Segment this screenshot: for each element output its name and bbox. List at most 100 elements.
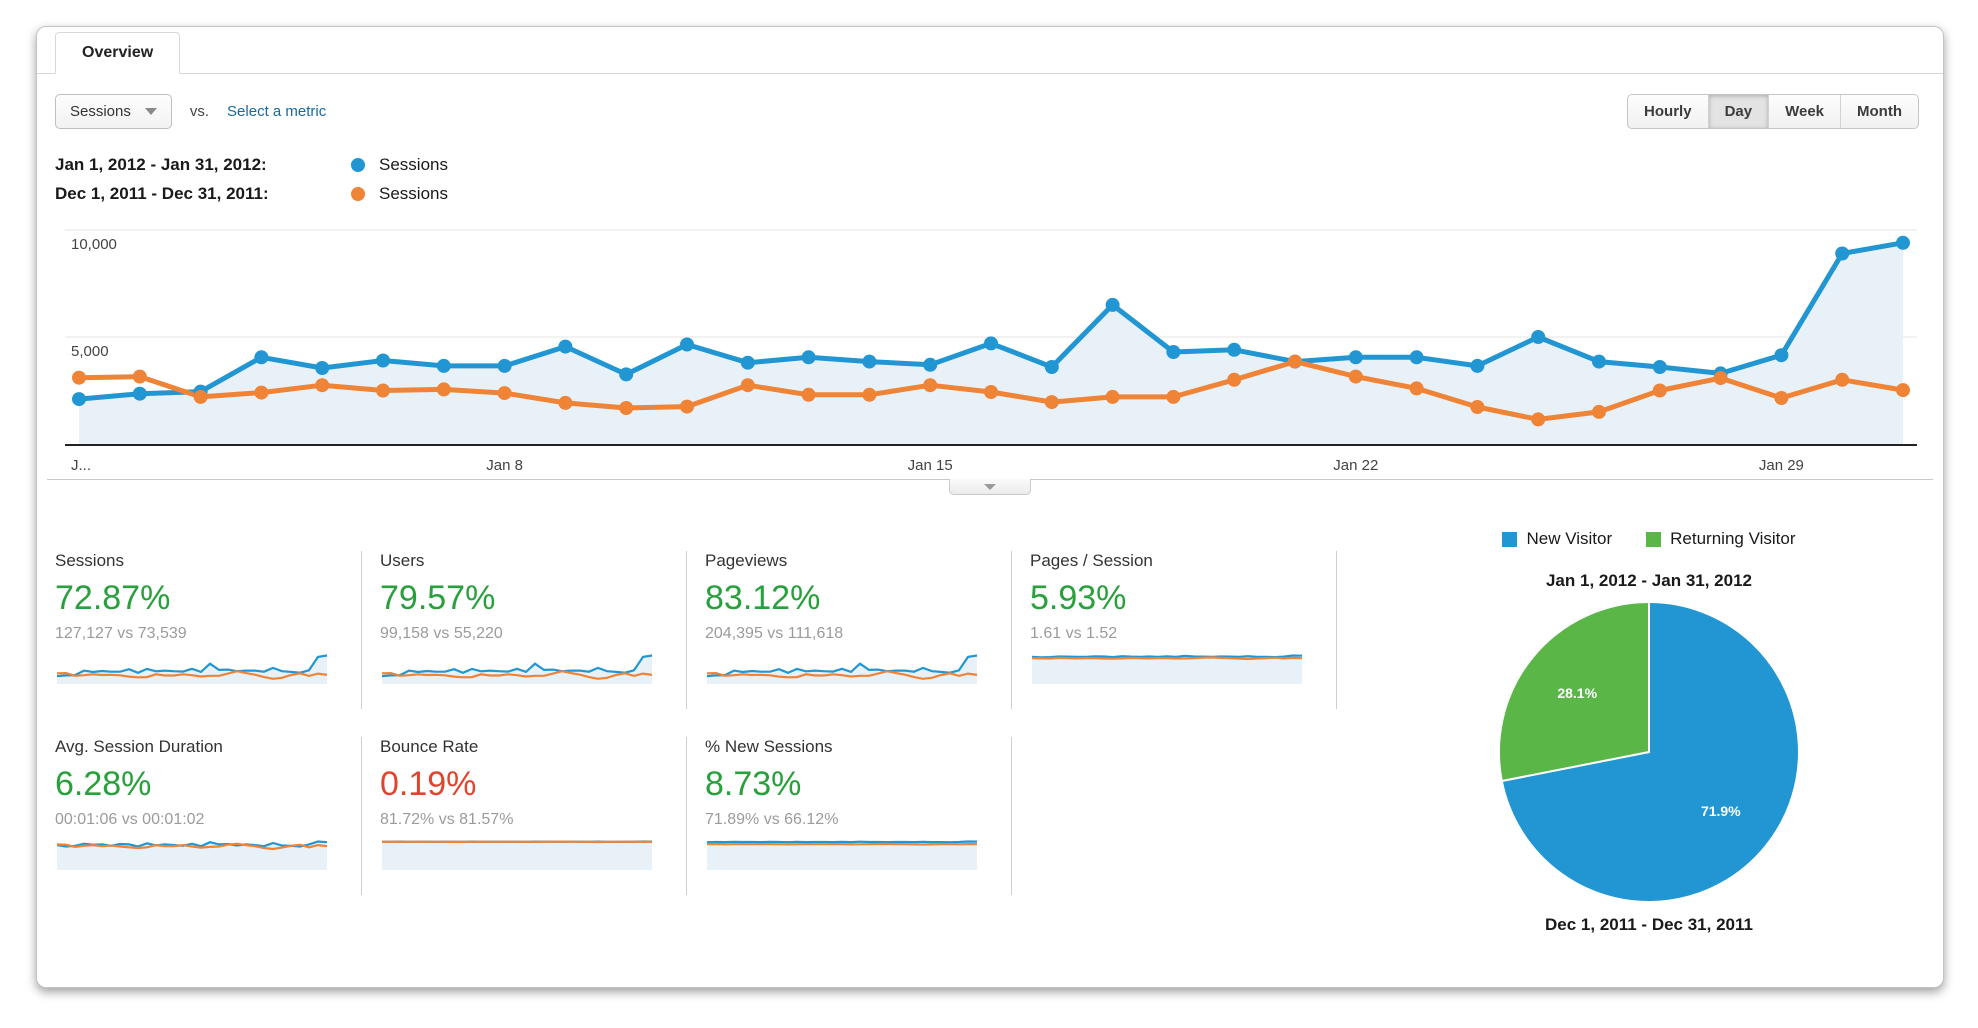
spark-line-current	[706, 840, 978, 844]
data-point[interactable]	[1592, 404, 1606, 419]
timeline-slider-handle[interactable]	[949, 479, 1031, 495]
data-point[interactable]	[1592, 354, 1606, 369]
metric-selector-dropdown[interactable]: Sessions	[55, 94, 172, 129]
data-point[interactable]	[193, 389, 208, 404]
metric-card-bounce-rate[interactable]: Bounce Rate 0.19% 81.72% vs 81.57%	[380, 737, 687, 895]
visitor-type-pie-chart[interactable]: 71.9% 28.1%	[1494, 597, 1804, 907]
spark-line-current	[56, 654, 328, 678]
data-point[interactable]	[680, 399, 694, 414]
data-point[interactable]	[315, 361, 330, 375]
data-point[interactable]	[254, 350, 269, 365]
metric-title: Sessions	[55, 551, 124, 570]
sessions-timeline-chart: 5,000 10,000 J... Jan 8 Jan 15 Jan 22 Jan 29	[37, 214, 1943, 497]
data-point[interactable]	[1470, 400, 1485, 414]
data-point[interactable]	[72, 370, 86, 385]
metric-card-users[interactable]: Users 79.57% 99,158 vs 55,220	[380, 551, 687, 709]
metric-comparison-values: 71.89% vs 66.12%	[705, 811, 839, 828]
spark-line-current	[381, 654, 653, 678]
pie-legend-returning-visitor: Returning Visitor	[1646, 529, 1796, 549]
granularity-week-button[interactable]: Week	[1768, 95, 1840, 128]
sessions-comparison-line-chart[interactable]	[65, 214, 1917, 452]
data-point[interactable]	[862, 354, 877, 369]
data-point[interactable]	[923, 357, 938, 372]
data-point[interactable]	[1348, 350, 1363, 365]
data-point[interactable]	[1470, 358, 1485, 373]
data-point[interactable]	[1835, 372, 1850, 387]
data-point[interactable]	[1896, 235, 1910, 250]
granularity-day-button[interactable]: Day	[1707, 95, 1769, 128]
data-point[interactable]	[1774, 348, 1789, 363]
data-point[interactable]	[1409, 350, 1424, 365]
x-axis-tick-label: Jan 8	[486, 457, 523, 474]
summary-section: Sessions 72.87% 127,127 vs 73,539 Users …	[37, 527, 1943, 935]
data-point[interactable]	[801, 350, 816, 365]
visitor-type-panel: New Visitor Returning Visitor Jan 1, 201…	[1355, 527, 1943, 935]
series-dot-icon	[351, 187, 365, 201]
spark-line-current	[706, 654, 978, 678]
data-point[interactable]	[497, 386, 512, 401]
data-point[interactable]	[132, 386, 147, 401]
data-point[interactable]	[1652, 383, 1667, 398]
metric-card-pages-per-session[interactable]: Pages / Session 5.93% 1.61 vs 1.52	[1030, 551, 1337, 709]
pie-slice-returning-visitor[interactable]	[1497, 600, 1650, 783]
pie-legend-new-visitor: New Visitor	[1502, 529, 1612, 549]
data-point[interactable]	[1531, 412, 1546, 427]
data-point[interactable]	[740, 355, 755, 370]
data-point[interactable]	[558, 395, 573, 410]
granularity-month-button[interactable]: Month	[1840, 95, 1918, 128]
data-point[interactable]	[862, 387, 877, 402]
spark-line-previous	[56, 842, 328, 851]
data-point[interactable]	[984, 385, 998, 399]
data-point[interactable]	[740, 378, 755, 393]
overview-report-card: Overview Sessions vs. Select a metric Ho…	[36, 26, 1944, 988]
data-point[interactable]	[72, 392, 86, 407]
data-point[interactable]	[1044, 395, 1059, 410]
data-point[interactable]	[254, 385, 269, 400]
data-point[interactable]	[1166, 389, 1181, 404]
data-point[interactable]	[1105, 297, 1120, 312]
data-point[interactable]	[1105, 389, 1120, 404]
data-point[interactable]	[497, 358, 512, 373]
data-point[interactable]	[315, 378, 330, 393]
legend-date-range: Jan 1, 2012 - Jan 31, 2012:	[55, 155, 267, 174]
metric-cards: Sessions 72.87% 127,127 vs 73,539 Users …	[37, 527, 1355, 935]
data-point[interactable]	[1409, 381, 1424, 396]
data-point[interactable]	[1713, 371, 1728, 386]
data-point[interactable]	[1348, 369, 1363, 384]
data-point[interactable]	[436, 358, 451, 373]
data-point[interactable]	[1652, 360, 1667, 374]
metric-card-avg-session-duration[interactable]: Avg. Session Duration 6.28% 00:01:06 vs …	[55, 737, 362, 895]
granularity-hourly-button[interactable]: Hourly	[1644, 103, 1692, 120]
data-point[interactable]	[1774, 391, 1789, 405]
data-point[interactable]	[1166, 345, 1181, 359]
metric-card-percent-new-sessions[interactable]: % New Sessions 8.73% 71.89% vs 66.12%	[705, 737, 1012, 895]
metric-card-pageviews[interactable]: Pageviews 83.12% 204,395 vs 111,618	[705, 551, 1012, 709]
metric-comparison-values: 99,158 vs 55,220	[380, 625, 503, 642]
data-point[interactable]	[132, 369, 147, 384]
metric-comparison-values: 127,127 vs 73,539	[55, 625, 187, 642]
pie-slice-new-visitor[interactable]	[1500, 600, 1800, 903]
data-point[interactable]	[801, 387, 816, 402]
data-point[interactable]	[923, 378, 938, 393]
data-point[interactable]	[376, 383, 390, 398]
data-point[interactable]	[619, 401, 634, 415]
data-point[interactable]	[680, 337, 694, 352]
data-point[interactable]	[376, 353, 390, 368]
data-point[interactable]	[1896, 383, 1910, 398]
data-point[interactable]	[1288, 354, 1302, 369]
data-point[interactable]	[1835, 246, 1850, 261]
data-point[interactable]	[1531, 330, 1546, 344]
data-point[interactable]	[1227, 342, 1242, 357]
metric-card-sessions[interactable]: Sessions 72.87% 127,127 vs 73,539	[55, 551, 362, 709]
data-point[interactable]	[984, 336, 998, 351]
tab-overview[interactable]: Overview	[55, 32, 181, 74]
x-axis-labels: J... Jan 8 Jan 15 Jan 22 Jan 29	[65, 452, 1943, 479]
data-point[interactable]	[1044, 360, 1059, 374]
data-point[interactable]	[558, 339, 573, 354]
spark-area	[382, 841, 652, 870]
legend-date-range: Dec 1, 2011 - Dec 31, 2011:	[55, 184, 269, 203]
select-a-metric-link[interactable]: Select a metric	[227, 103, 327, 120]
data-point[interactable]	[1227, 372, 1242, 387]
data-point[interactable]	[436, 382, 451, 397]
data-point[interactable]	[619, 367, 634, 382]
